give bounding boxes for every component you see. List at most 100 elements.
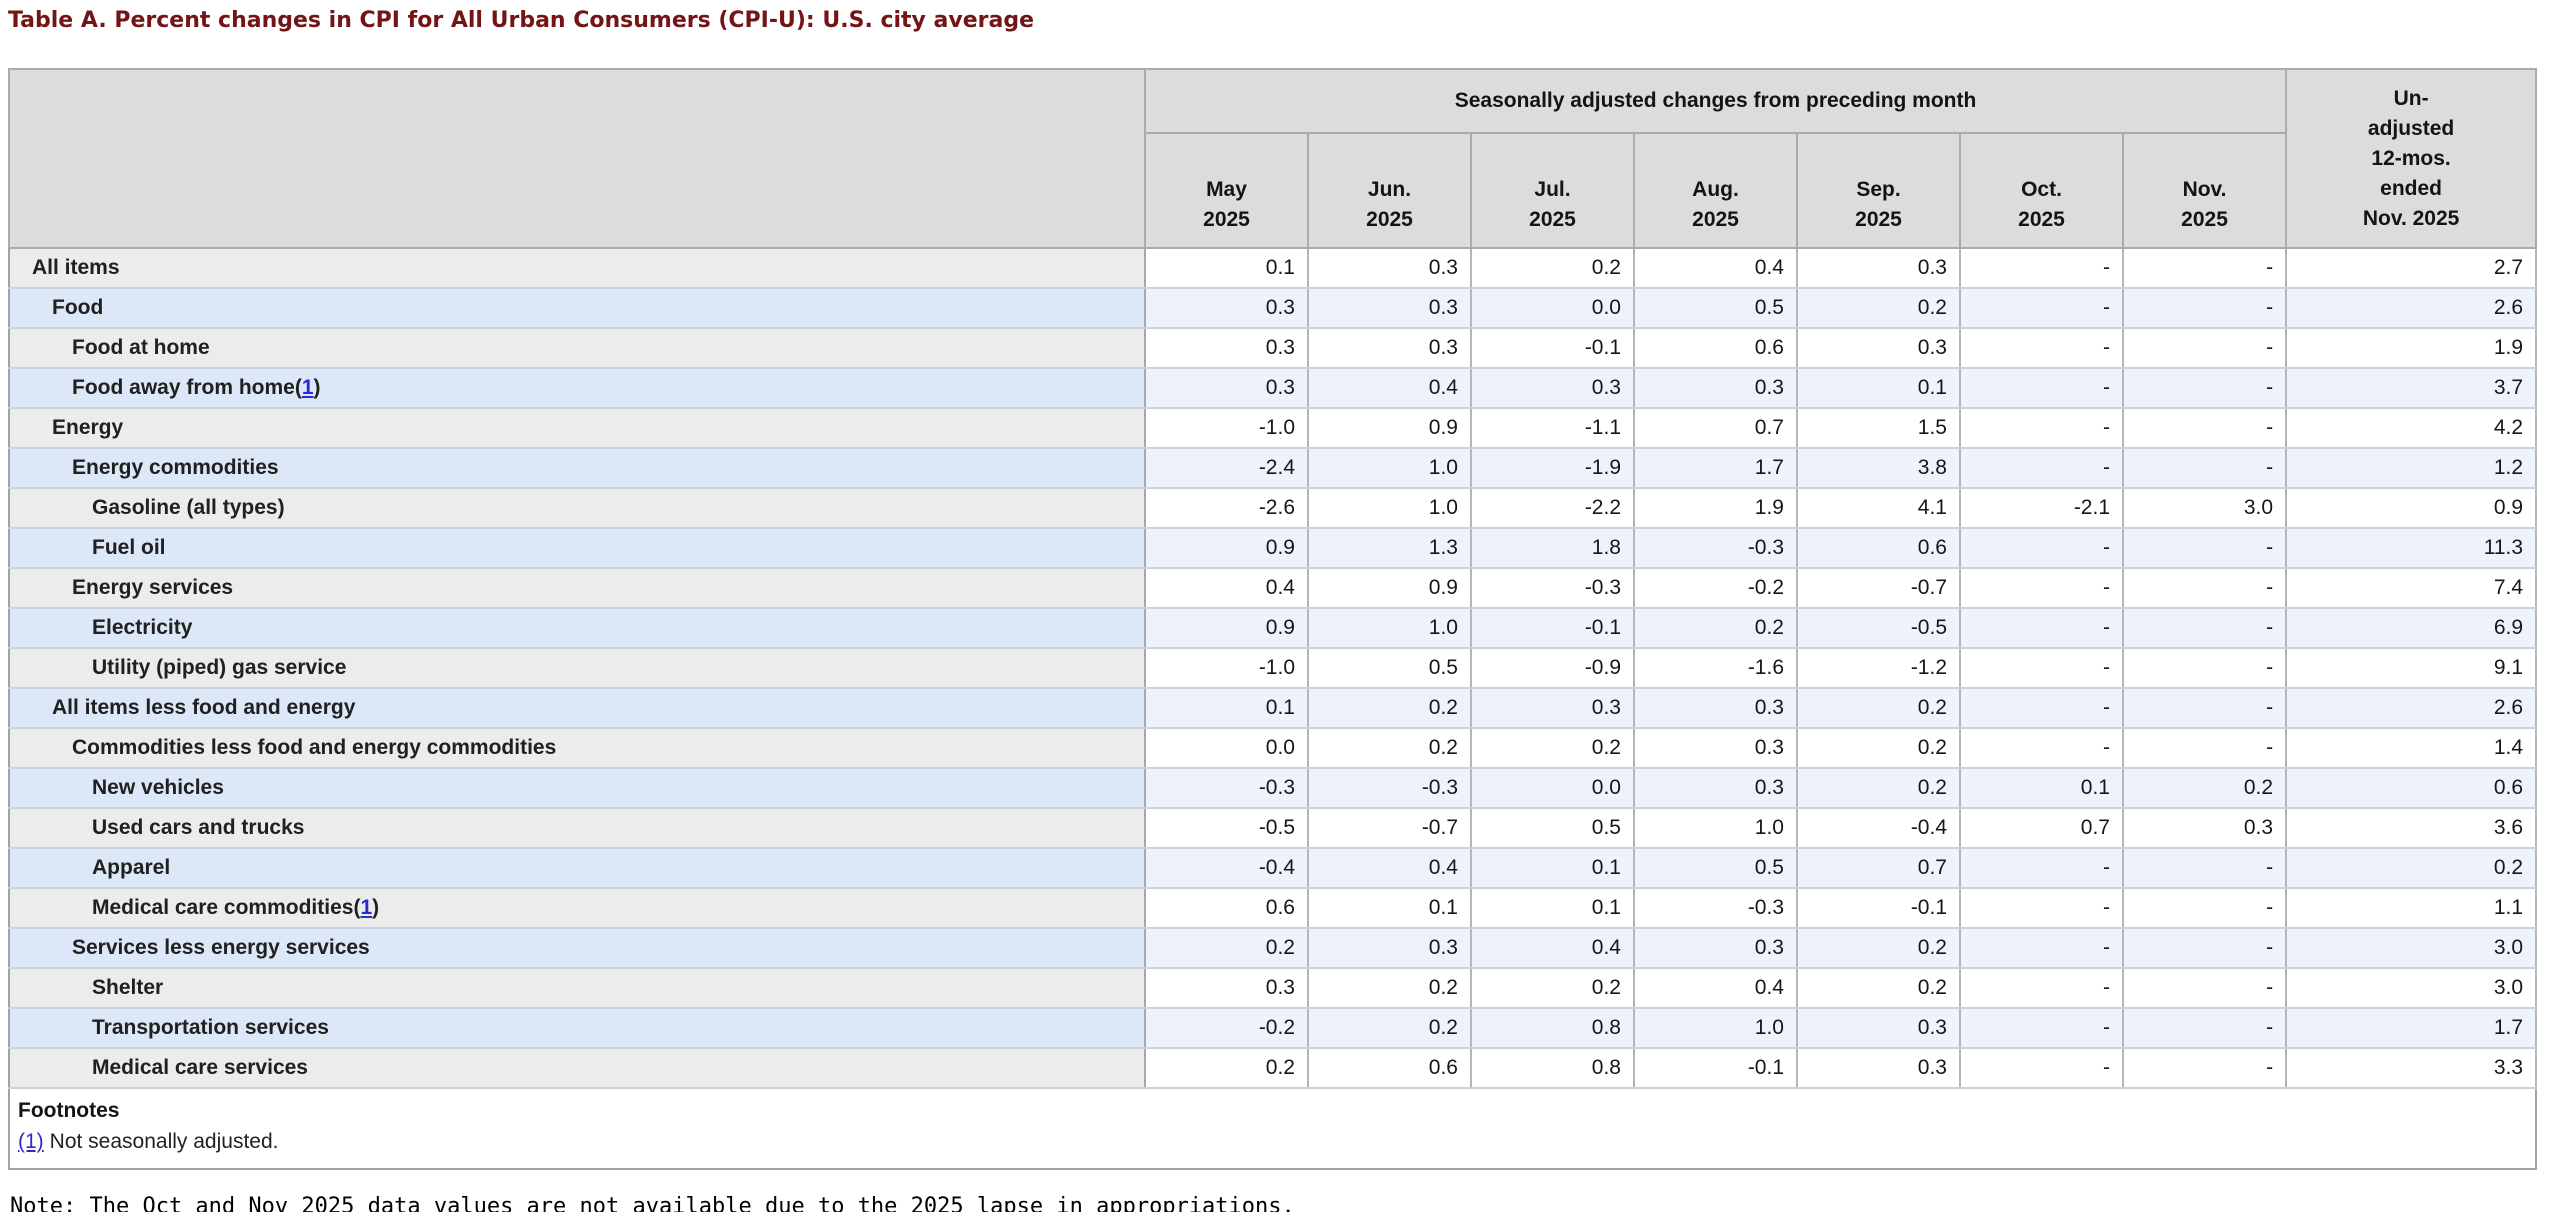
cell-month-value: 0.8 <box>1471 1048 1635 1089</box>
cell-month-value: - <box>1960 568 2124 609</box>
cell-month-value: - <box>1960 688 2124 729</box>
cell-month-value: - <box>2123 448 2288 489</box>
cell-12mo-value: 1.2 <box>2286 448 2538 489</box>
cell-month-value: -0.3 <box>1145 768 1309 809</box>
cell-month-value: 0.2 <box>1797 728 1961 769</box>
cell-month-value: - <box>1960 1048 2124 1089</box>
cell-12mo-value: 3.7 <box>2286 368 2538 409</box>
cell-month-value: 0.7 <box>1634 408 1798 449</box>
table-body: All items 0.1 0.3 0.2 0.4 0.3- -2.7 Food 0.3 0.3 0… <box>9 248 2538 1089</box>
cell-month-value: -0.1 <box>1634 1048 1798 1089</box>
cell-month-value: 0.6 <box>1797 528 1961 569</box>
cpi-table: Seasonally adjusted changes from precedi… <box>8 68 2538 1170</box>
cell-12mo-value: 0.6 <box>2286 768 2538 809</box>
cell-month-value: -0.5 <box>1145 808 1309 849</box>
cell-month-value: -1.9 <box>1471 448 1635 489</box>
cell-month-value: - <box>2123 888 2288 929</box>
cell-month-value: -0.1 <box>1471 608 1635 649</box>
row-label-text: All items less food and energy <box>52 696 356 719</box>
row-label-text: Used cars and trucks <box>92 816 305 839</box>
month-header: Oct. 2025 <box>1959 132 2124 249</box>
row-label-text: Electricity <box>92 616 193 639</box>
cell-month-value: 0.2 <box>1797 768 1961 809</box>
cell-month-value: 0.2 <box>1145 1048 1309 1089</box>
cell-month-value: -0.3 <box>1471 568 1635 609</box>
cell-month-value: 0.6 <box>1145 888 1309 929</box>
cell-month-value: - <box>1960 848 2124 889</box>
footnotes-heading: Footnotes <box>18 1099 120 1122</box>
row-label-cell: Used cars and trucks <box>9 808 1146 849</box>
footnote-ref-link[interactable]: 1 <box>301 376 314 399</box>
table-header: Seasonally adjusted changes from precedi… <box>8 68 2538 249</box>
cell-month-value: 3.8 <box>1797 448 1961 489</box>
cell-month-value: - <box>2123 728 2288 769</box>
cell-month-value: 0.1 <box>1960 768 2124 809</box>
row-label-cell: Shelter <box>9 968 1146 1009</box>
month-header: May 2025 <box>1144 132 1309 249</box>
row-label-cell: Energy <box>9 408 1146 449</box>
cell-month-value: -0.7 <box>1308 808 1472 849</box>
row-label-text: Food at home <box>72 336 210 359</box>
row-label-cell: Energy services <box>9 568 1146 609</box>
cell-month-value: - <box>1960 648 2124 689</box>
cell-month-value: -0.9 <box>1471 648 1635 689</box>
cell-month-value: 1.0 <box>1634 808 1798 849</box>
cell-month-value: 0.3 <box>1634 768 1798 809</box>
cell-12mo-value: 2.6 <box>2286 688 2538 729</box>
cell-12mo-value: 1.1 <box>2286 888 2538 929</box>
row-label-text: New vehicles <box>92 776 224 799</box>
cell-month-value: - <box>2123 248 2288 289</box>
row-label-text: Utility (piped) gas service <box>92 656 347 679</box>
cell-month-value: 0.2 <box>1308 688 1472 729</box>
cell-month-value: 0.2 <box>1471 248 1635 289</box>
unadjusted-12mo-header: Un- adjusted 12-mos. ended Nov. 2025 <box>2285 68 2538 249</box>
cell-month-value: -2.2 <box>1471 488 1635 529</box>
cell-12mo-value: 0.9 <box>2286 488 2538 529</box>
table-row: Food 0.3 0.3 0.0 0.5 0.2- -2.6 <box>9 288 2538 329</box>
cell-month-value: -1.1 <box>1471 408 1635 449</box>
table-footer: Footnotes (1) Not seasonally adjusted. <box>9 1088 2537 1169</box>
cell-month-value: -2.1 <box>1960 488 2124 529</box>
group-header-row: Seasonally adjusted changes from precedi… <box>8 68 2538 249</box>
row-label-text: Food <box>52 296 104 319</box>
cell-month-value: - <box>2123 328 2288 369</box>
footnotes-section: Footnotes (1) Not seasonally adjusted. <box>9 1088 2537 1169</box>
cell-month-value: -2.4 <box>1145 448 1309 489</box>
table-row: Fuel oil 0.9 1.3 1.8 -0.3 0.6- -11.3 <box>9 528 2538 569</box>
table-row: All items less food and energy 0.1 0.2 0.3 0… <box>9 688 2538 729</box>
footnote-ref: (1) <box>294 376 321 399</box>
cell-month-value: 0.5 <box>1634 288 1798 329</box>
footnote-ref-link[interactable]: 1 <box>360 896 373 919</box>
cell-month-value: -1.6 <box>1634 648 1798 689</box>
cell-12mo-value: 0.2 <box>2286 848 2538 889</box>
cell-month-value: 0.4 <box>1634 968 1798 1009</box>
footnote-marker-link[interactable]: (1) <box>18 1130 44 1153</box>
cell-month-value: 0.7 <box>1960 808 2124 849</box>
row-label-cell: Food <box>9 288 1146 329</box>
cell-month-value: 0.3 <box>2123 808 2288 849</box>
cell-month-value: -2.6 <box>1145 488 1309 529</box>
cell-month-value: -0.2 <box>1145 1008 1309 1049</box>
cell-month-value: 0.5 <box>1634 848 1798 889</box>
cell-month-value: 0.3 <box>1145 288 1309 329</box>
cell-month-value: - <box>1960 728 2124 769</box>
cell-month-value: - <box>2123 568 2288 609</box>
cell-month-value: -0.3 <box>1634 528 1798 569</box>
footnote-item: (1) Not seasonally adjusted. <box>18 1130 2523 1154</box>
cell-month-value: - <box>1960 288 2124 329</box>
cell-12mo-value: 4.2 <box>2286 408 2538 449</box>
cell-month-value: 0.3 <box>1471 688 1635 729</box>
row-label-cell: All items less food and energy <box>9 688 1146 729</box>
cell-12mo-value: 2.7 <box>2286 248 2538 289</box>
cell-month-value: - <box>1960 528 2124 569</box>
row-label-cell: Apparel <box>9 848 1146 889</box>
cell-month-value: - <box>2123 648 2288 689</box>
footnotes-row: Footnotes (1) Not seasonally adjusted. <box>9 1088 2537 1169</box>
cell-month-value: 1.0 <box>1308 488 1472 529</box>
page-title: Table A. Percent changes in CPI for All … <box>8 8 1035 33</box>
cell-month-value: - <box>1960 248 2124 289</box>
cell-month-value: 1.0 <box>1634 1008 1798 1049</box>
cell-month-value: 0.2 <box>1308 1008 1472 1049</box>
cell-month-value: 0.4 <box>1145 568 1309 609</box>
table-row: Transportation services -0.2 0.2 0.8 1.0 0.3-… <box>9 1008 2538 1049</box>
